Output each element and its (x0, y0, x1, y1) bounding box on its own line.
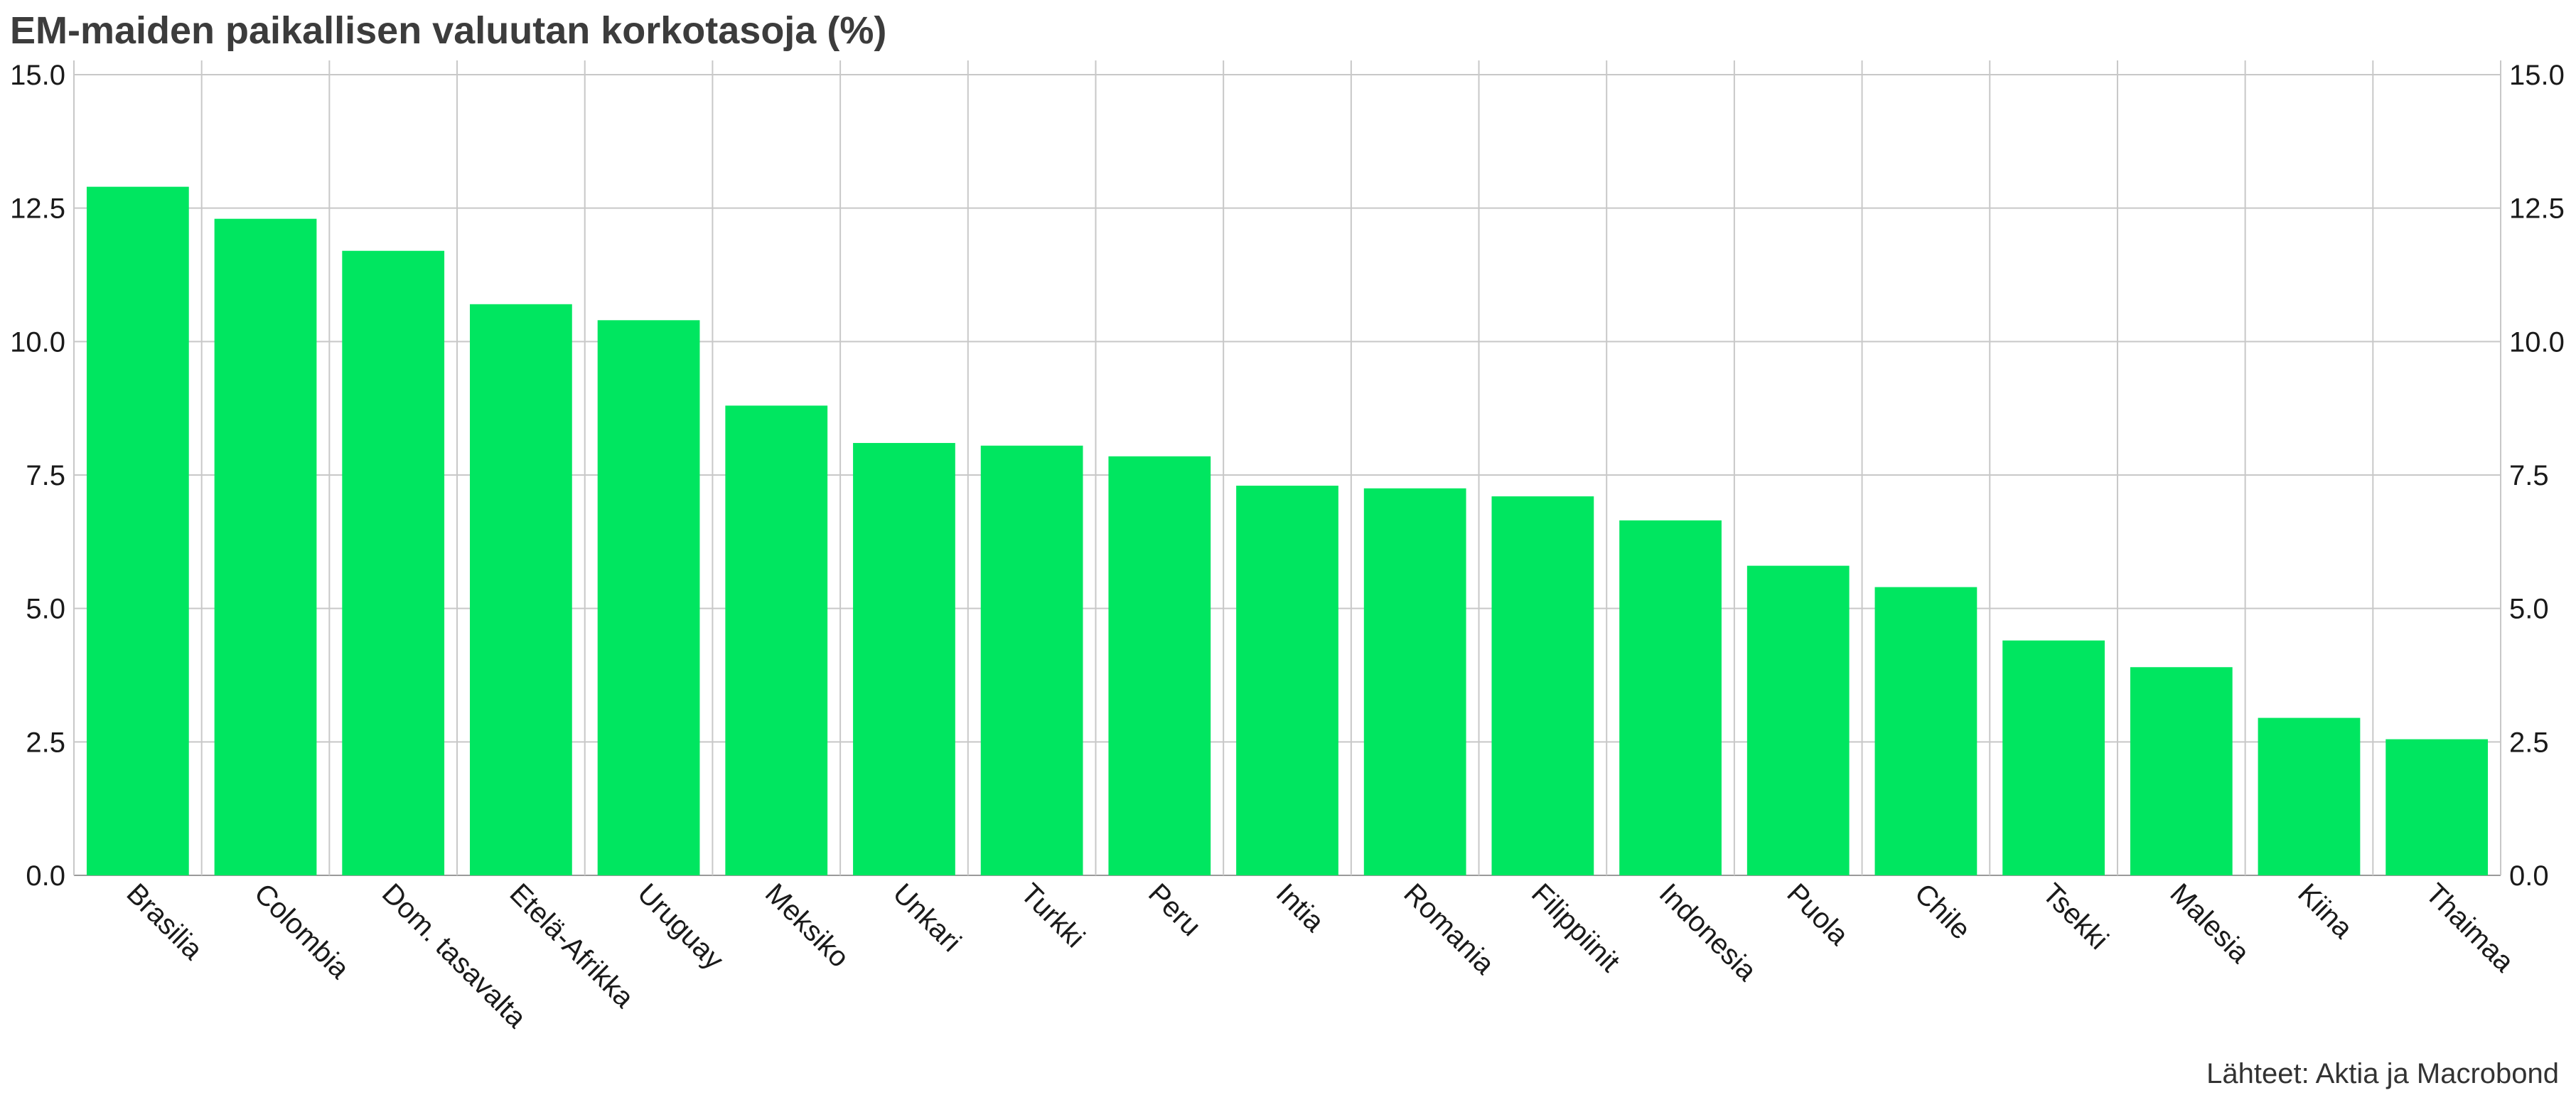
bar-tsekki (2002, 640, 2105, 875)
x-axis-labels: Brasilia Colombia Dom. tasavaltaEtelä-Afri… (120, 877, 2520, 1034)
bar-brasilia (86, 186, 189, 875)
bar-chile (1874, 587, 1977, 875)
bar-intia (1236, 486, 1338, 875)
x-tick-label: Intia (1270, 877, 1331, 938)
bar-meksiko (725, 405, 828, 875)
bar-indonesia (1619, 520, 1722, 875)
left-y-axis: 0.0 2.5 5.0 7.5 10.0 12.5 15.0 (10, 60, 65, 892)
y-tick-label-left: 7.5 (26, 460, 65, 491)
bar-malesia (2130, 667, 2233, 875)
bar-unkari (853, 442, 955, 875)
x-tick-label: Colombia (248, 877, 355, 985)
right-y-axis: 0.0 2.5 5.0 7.5 10.0 12.5 15.0 (2509, 60, 2565, 892)
x-tick-label: Puola (1781, 877, 1855, 951)
bar-romania (1363, 488, 1466, 875)
bar-uruguay (597, 320, 700, 876)
x-tick-label: Chile (1909, 877, 1977, 946)
x-tick-label: Romania (1397, 877, 1501, 981)
x-tick-label: Indonesia (1653, 877, 1763, 987)
x-tick-label: Uruguay (631, 877, 729, 976)
x-tick-label: Unkari (887, 877, 967, 958)
y-tick-label-left: 10.0 (10, 326, 65, 358)
y-tick-label-left: 0.0 (26, 860, 65, 892)
y-tick-label-right: 12.5 (2509, 193, 2565, 225)
x-tick-label: Thaimaa (2420, 877, 2521, 978)
bar-etelä-afrikka (470, 304, 572, 876)
bar-dom-tasavalta (342, 250, 445, 876)
x-tick-label: Kiina (2292, 877, 2359, 945)
y-tick-label-right: 5.0 (2509, 594, 2549, 625)
x-tick-label: Filippiinit (1525, 877, 1626, 978)
x-tick-label: Tsekki (2036, 877, 2115, 956)
y-tick-label-right: 0.0 (2509, 860, 2549, 892)
y-tick-label-left: 15.0 (10, 60, 65, 91)
bar-puola (1746, 565, 1850, 875)
bar-turkki (980, 445, 1083, 875)
x-tick-label: Malesia (2164, 877, 2255, 969)
y-tick-label-left: 12.5 (10, 193, 65, 225)
x-tick-label: Brasilia (120, 877, 208, 966)
y-tick-label-right: 15.0 (2509, 60, 2565, 91)
bar-kiina (2258, 717, 2361, 875)
x-tick-label: Meksiko (759, 877, 855, 973)
x-tick-label: Etelä-Afrikka (504, 877, 640, 1014)
x-tick-label: Turkki (1014, 877, 1090, 954)
source-note: Lähteet: Aktia ja Macrobond (2206, 1058, 2559, 1089)
bar-thaimaa (2386, 739, 2489, 875)
chart-title: EM-maiden paikallisen valuutan korkotaso… (10, 9, 887, 52)
y-tick-label-left: 5.0 (26, 594, 65, 625)
bar-colombia (214, 218, 317, 875)
y-tick-label-right: 2.5 (2509, 727, 2549, 758)
y-tick-label-right: 10.0 (2509, 326, 2565, 358)
y-tick-label-right: 7.5 (2509, 460, 2549, 491)
x-tick-label: Peru (1142, 877, 1207, 942)
bars (86, 186, 2489, 876)
y-tick-label-left: 2.5 (26, 727, 65, 758)
bar-peru (1108, 456, 1211, 875)
bar-filippiinit (1491, 496, 1594, 875)
